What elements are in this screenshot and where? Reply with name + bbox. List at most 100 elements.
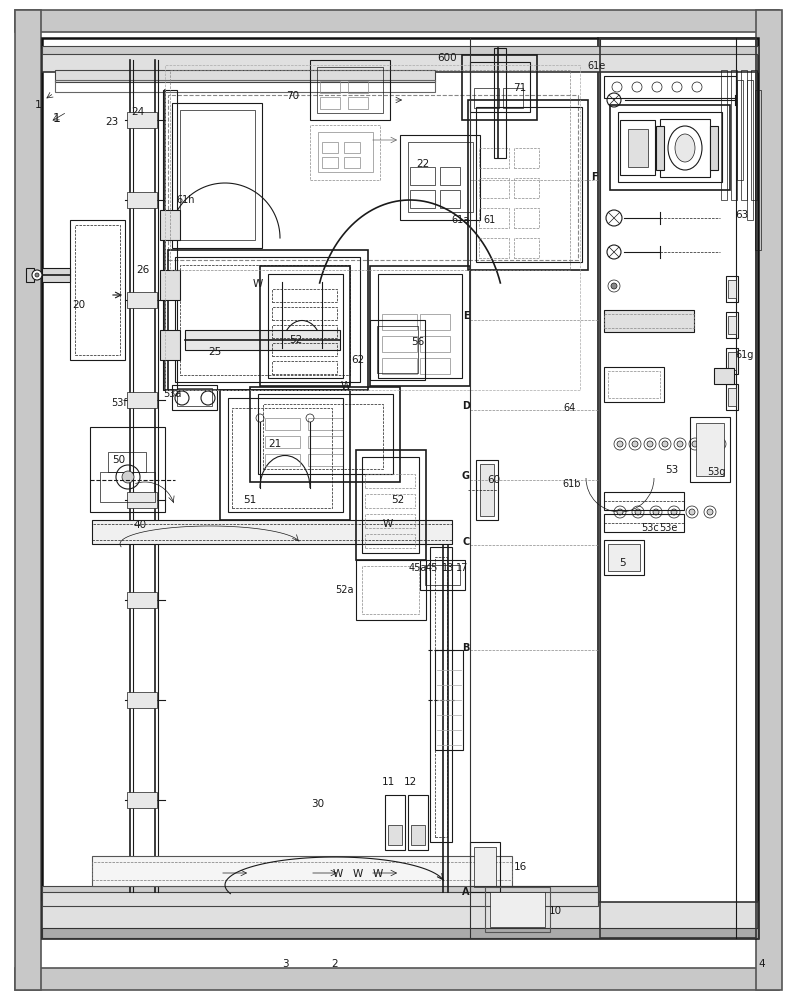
Bar: [479, 238, 509, 258]
Bar: [250, 387, 400, 482]
Circle shape: [617, 441, 623, 447]
Bar: [408, 142, 473, 212]
Bar: [108, 452, 146, 472]
Text: B: B: [462, 643, 470, 653]
Bar: [365, 514, 415, 528]
Bar: [322, 157, 338, 168]
Bar: [604, 514, 684, 532]
Bar: [15, 10, 41, 990]
Circle shape: [32, 270, 42, 280]
Text: 26: 26: [137, 265, 149, 275]
Text: 53g: 53g: [707, 467, 725, 477]
Bar: [479, 208, 509, 228]
Text: 21: 21: [268, 439, 282, 449]
Bar: [370, 266, 470, 386]
Bar: [514, 148, 539, 168]
Circle shape: [632, 441, 638, 447]
Bar: [608, 544, 640, 571]
Bar: [365, 474, 415, 488]
Bar: [260, 266, 350, 386]
Bar: [75, 225, 120, 355]
Bar: [160, 270, 180, 300]
Text: 71: 71: [514, 83, 526, 93]
Bar: [382, 336, 417, 352]
Bar: [479, 178, 509, 198]
Text: W: W: [341, 381, 351, 391]
Text: 1: 1: [53, 111, 61, 124]
Bar: [180, 110, 255, 240]
Text: 10: 10: [549, 906, 561, 916]
Text: W: W: [383, 519, 393, 529]
Text: 61e: 61e: [587, 61, 605, 71]
Bar: [92, 520, 452, 544]
Bar: [470, 62, 530, 112]
Text: 61a: 61a: [451, 215, 469, 225]
Text: 22: 22: [416, 159, 430, 169]
Text: 11: 11: [381, 777, 395, 787]
Bar: [726, 348, 738, 374]
Bar: [272, 325, 337, 338]
Bar: [503, 88, 523, 108]
Bar: [485, 887, 550, 932]
Text: 3: 3: [282, 959, 288, 969]
Bar: [747, 80, 753, 220]
Bar: [408, 795, 428, 850]
Bar: [377, 326, 418, 373]
Bar: [628, 129, 648, 167]
Bar: [388, 825, 402, 845]
Text: 61g: 61g: [736, 350, 754, 360]
Text: W: W: [252, 279, 263, 289]
Bar: [604, 310, 694, 332]
Bar: [356, 450, 426, 560]
Bar: [127, 792, 157, 808]
Bar: [710, 126, 718, 170]
Bar: [462, 55, 537, 120]
Text: 20: 20: [72, 300, 86, 310]
Bar: [265, 418, 300, 430]
Text: 1: 1: [34, 100, 41, 110]
Text: 45a: 45a: [409, 563, 427, 573]
Bar: [726, 312, 738, 338]
Text: 30: 30: [311, 799, 325, 809]
Bar: [320, 81, 340, 93]
Text: W: W: [333, 869, 343, 879]
Text: E: E: [463, 311, 469, 321]
Circle shape: [122, 471, 134, 483]
Bar: [610, 105, 730, 190]
Circle shape: [647, 441, 653, 447]
Bar: [721, 70, 727, 200]
Bar: [756, 10, 782, 990]
Bar: [411, 825, 425, 845]
Text: 24: 24: [131, 107, 145, 117]
Bar: [420, 336, 450, 352]
Bar: [177, 388, 212, 406]
Ellipse shape: [675, 134, 695, 162]
Bar: [378, 274, 462, 378]
Bar: [741, 70, 747, 200]
Bar: [608, 371, 660, 398]
Bar: [127, 492, 157, 508]
Bar: [440, 167, 460, 185]
Bar: [370, 320, 425, 380]
Bar: [127, 392, 157, 408]
Circle shape: [717, 441, 723, 447]
Bar: [175, 257, 360, 382]
Circle shape: [707, 441, 713, 447]
Bar: [15, 968, 779, 990]
Text: 52: 52: [391, 495, 405, 505]
Text: 52a: 52a: [335, 585, 353, 595]
Bar: [344, 142, 360, 153]
Text: 56: 56: [411, 337, 425, 347]
Text: 61: 61: [484, 215, 496, 225]
Bar: [272, 307, 337, 320]
Bar: [348, 81, 368, 93]
Bar: [318, 132, 373, 172]
Bar: [604, 492, 684, 510]
Bar: [737, 80, 743, 180]
Circle shape: [611, 283, 617, 289]
Bar: [479, 148, 509, 168]
Bar: [731, 70, 737, 200]
Circle shape: [662, 441, 668, 447]
Text: 25: 25: [208, 347, 222, 357]
Text: 53c: 53c: [641, 523, 659, 533]
